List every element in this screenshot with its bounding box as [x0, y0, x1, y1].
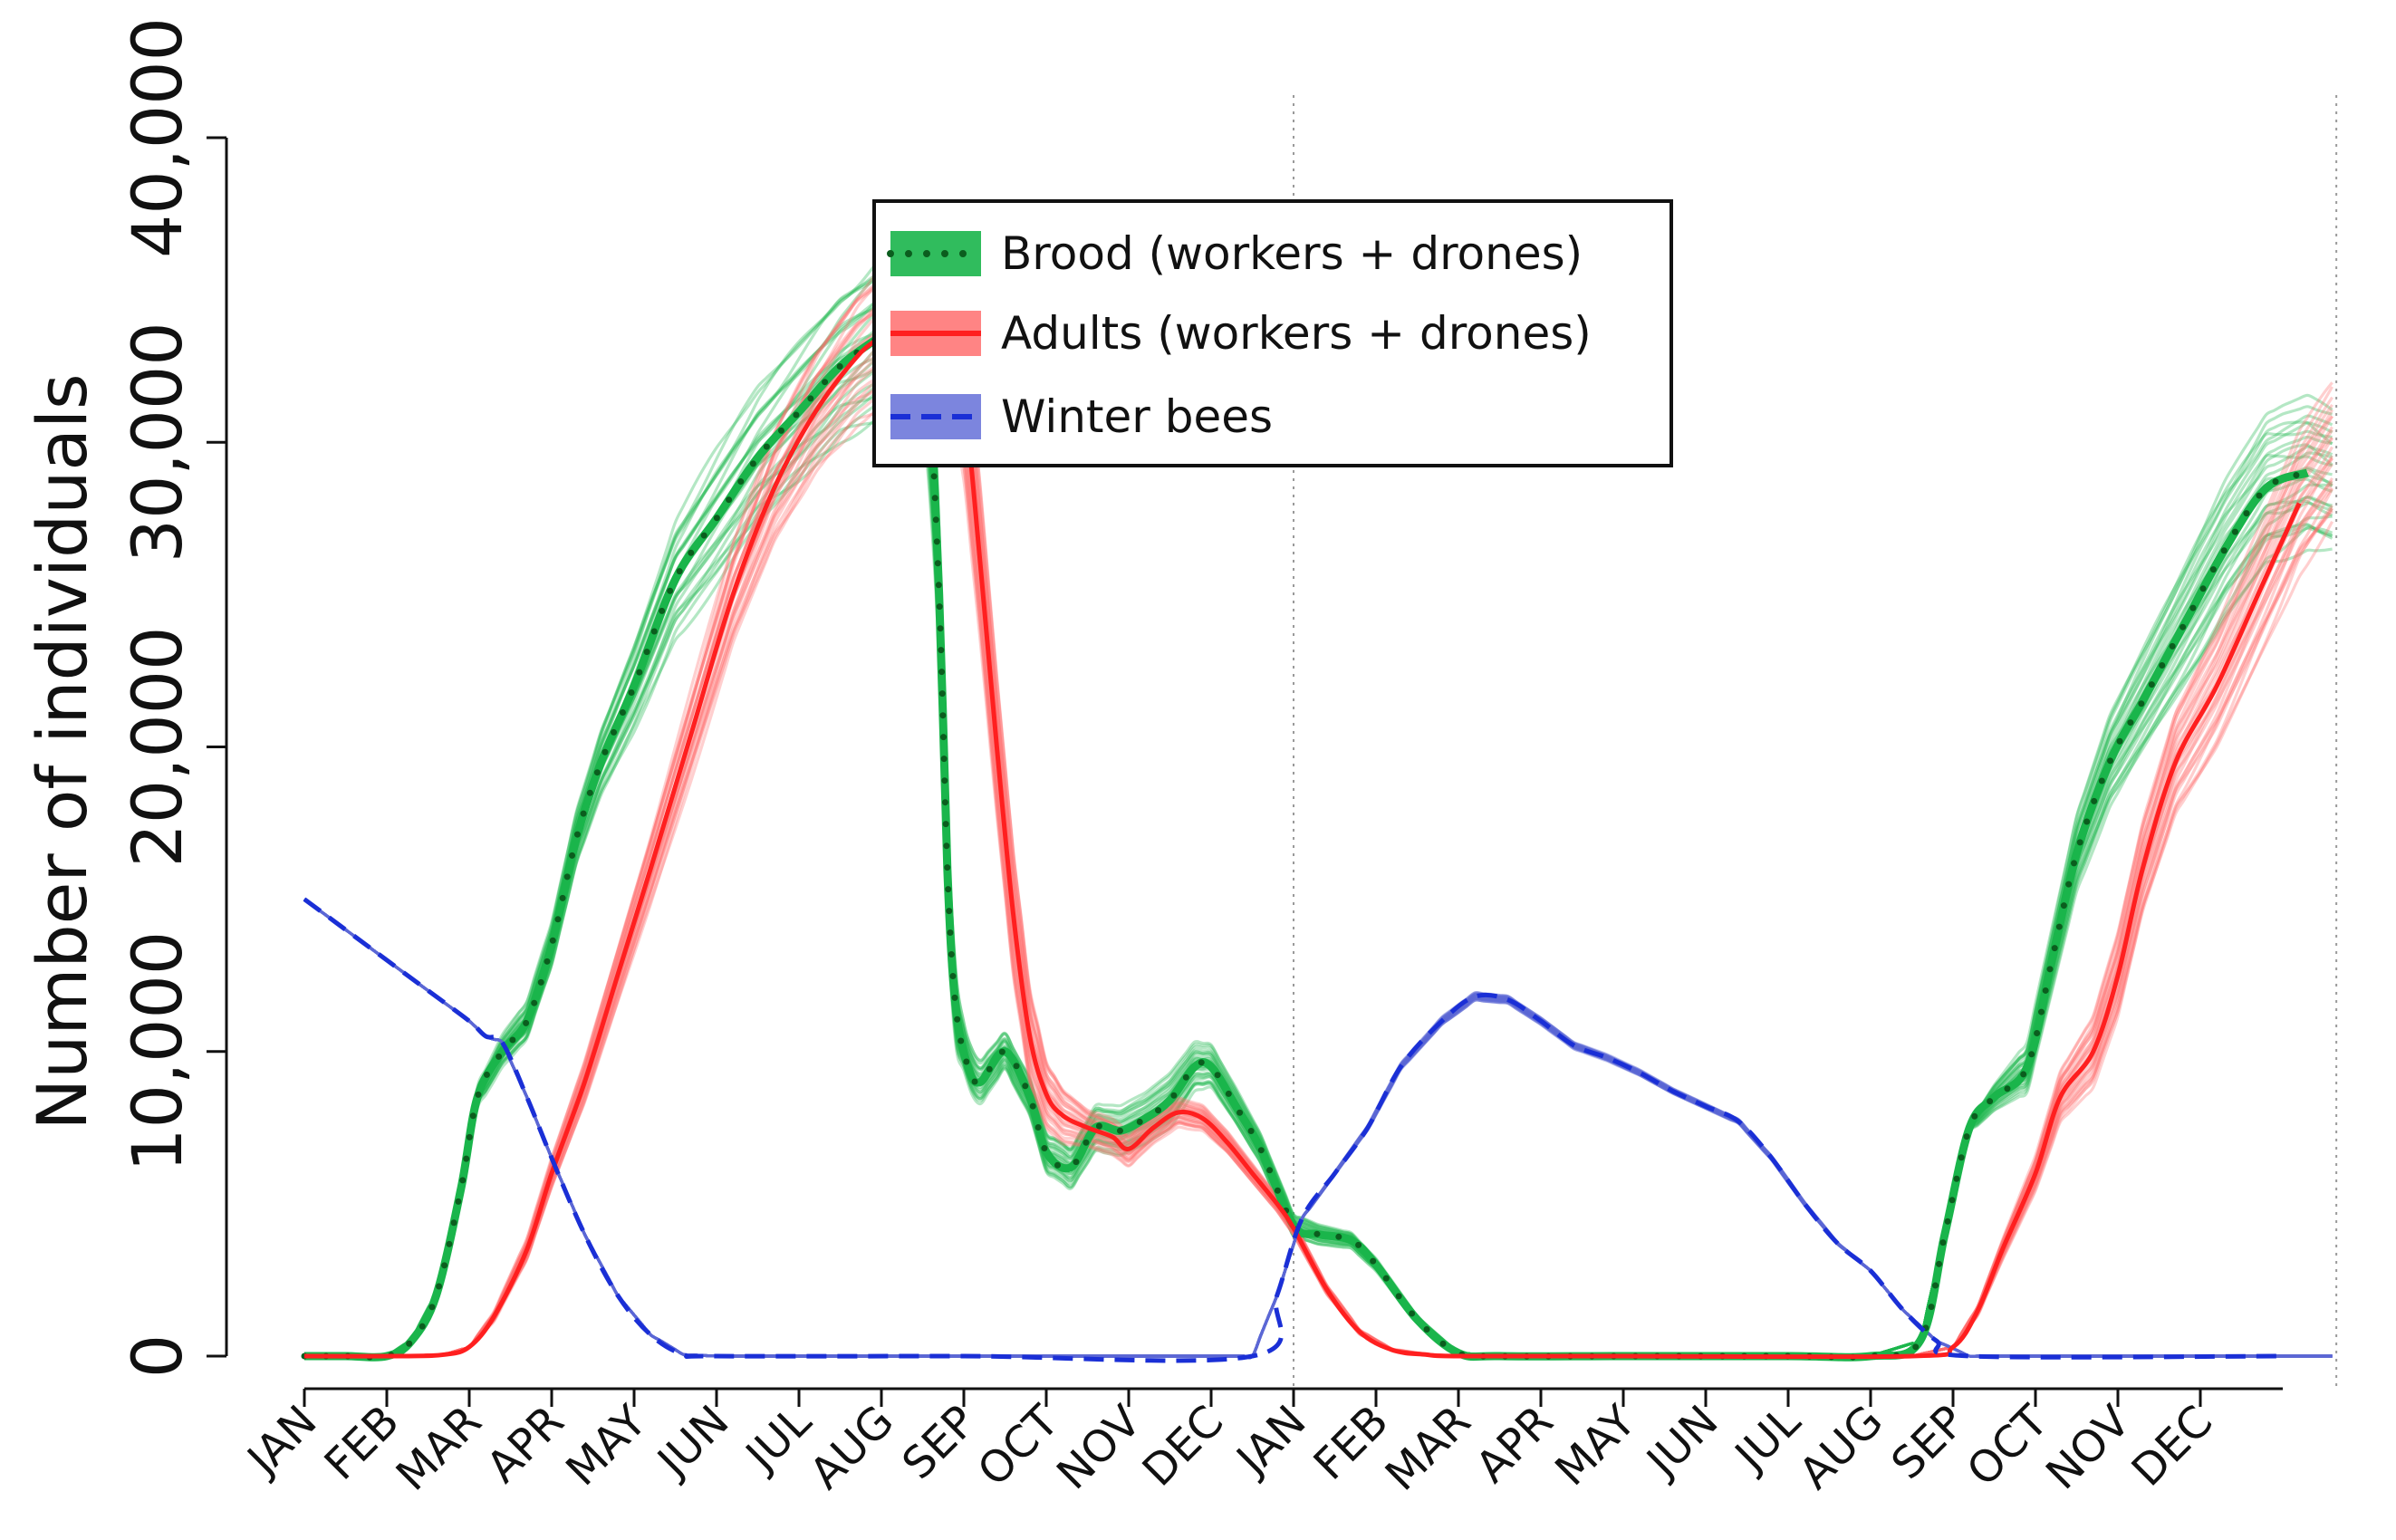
year-boundary-lines: [1293, 95, 2338, 1389]
x-tick-label: APR: [477, 1396, 574, 1493]
adults-replicate-line: [304, 368, 2334, 1358]
x-tick-label: AUG: [801, 1396, 904, 1499]
winter-spread-band: [303, 898, 2333, 1360]
brood-replicate-line: [304, 397, 2333, 1358]
x-tick-label: SEP: [1881, 1396, 1975, 1489]
x-tick-label: DEC: [1133, 1396, 1234, 1497]
x-tick-label: MAR: [1376, 1396, 1481, 1501]
brood-replicate-line: [304, 225, 2333, 1359]
x-tick-label: MAR: [387, 1396, 492, 1501]
winter-replicate-line: [303, 898, 2333, 1360]
winter-replicate-line: [303, 898, 2333, 1360]
winter-replicate-line: [303, 898, 2333, 1360]
brood-replicate-line: [304, 246, 2333, 1359]
x-axis: JANFEBMARAPRMAYJUNJULAUGSEPOCTNOVDECJANF…: [236, 1387, 2283, 1501]
winter-replicate-line: [303, 898, 2333, 1360]
legend-label-winter: Winter bees: [1001, 390, 1273, 443]
legend-entry-adults: Adults (workers + drones): [890, 307, 1592, 360]
winter-replicate-line: [303, 898, 2333, 1360]
winter-replicate-line: [303, 898, 2333, 1360]
brood-replicate-line: [304, 251, 2333, 1359]
adults-replicate-line: [304, 217, 2333, 1358]
winter-replicate-line: [303, 898, 2333, 1360]
winter-replicate-line: [303, 898, 2333, 1360]
x-tick-label: NOV: [1047, 1396, 1150, 1499]
adults-replicate-line: [304, 232, 2333, 1358]
legend-label-adults: Adults (workers + drones): [1001, 307, 1592, 360]
brood-replicate-line: [304, 372, 2333, 1358]
legend-label-brood: Brood (workers + drones): [1001, 227, 1583, 280]
winter-replicate-line: [303, 898, 2333, 1360]
winter-replicate-line: [303, 898, 2333, 1360]
winter-replicate-line: [303, 898, 2333, 1360]
x-tick-label: DEC: [2122, 1396, 2223, 1497]
winter-replicate-line: [303, 898, 2333, 1360]
legend: Brood (workers + drones) Adults (workers…: [872, 199, 1673, 467]
legend-entry-winter: Winter bees: [890, 390, 1273, 443]
winter-replicate-line: [303, 898, 2333, 1360]
x-tick-label: JAN: [1226, 1396, 1316, 1487]
winter-replicate-line: [303, 898, 2333, 1360]
winter-replicate-line: [303, 898, 2333, 1360]
y-tick-label: 40,000: [117, 17, 197, 258]
x-tick-label: JAN: [236, 1396, 327, 1487]
y-tick-label: 20,000: [117, 627, 197, 868]
x-tick-label: NOV: [2036, 1396, 2140, 1499]
legend-swatch-brood: [890, 231, 981, 276]
x-tick-label: APR: [1467, 1396, 1564, 1493]
winter-replicate-line: [303, 898, 2333, 1360]
winter-replicate-line: [303, 898, 2333, 1360]
y-tick-label: 0: [117, 1334, 197, 1378]
winter-replicate-line: [303, 898, 2333, 1360]
winter-replicate-line: [303, 898, 2333, 1360]
x-tick-label: SEP: [892, 1396, 986, 1489]
adults-replicate-line: [304, 359, 2333, 1358]
winter-replicate-line: [303, 898, 2333, 1360]
brood-mean-line: [301, 311, 2311, 1361]
winter-replicate-line: [303, 898, 2333, 1360]
x-tick-label: OCT: [1958, 1395, 2058, 1496]
brood-replicate-line: [304, 384, 2333, 1358]
adults-replicate-line: [304, 238, 2333, 1358]
winter-replicate-line: [303, 898, 2333, 1360]
y-ticks: 0 10,000 20,000 30,000 40,000: [117, 17, 226, 1378]
legend-entry-brood: Brood (workers + drones): [887, 227, 1583, 280]
winter-replicate-line: [303, 898, 2333, 1360]
x-tick-label: JUN: [1636, 1396, 1728, 1488]
x-tick-label: OCT: [968, 1395, 1069, 1496]
adults-replicate-line: [304, 335, 2334, 1358]
series-mean-lines: [301, 287, 2311, 1363]
brood-core-line: [304, 310, 2309, 1362]
y-axis-label: Number of individuals: [22, 373, 102, 1130]
x-tick-label: MAY: [556, 1395, 657, 1496]
winter-replicate-line: [303, 898, 2333, 1360]
x-tick-label: JUN: [647, 1396, 739, 1488]
winter-replicate-line: [303, 898, 2333, 1360]
winter-mean-line: [303, 897, 2284, 1363]
winter-replicate-line: [303, 898, 2333, 1360]
y-tick-label: 10,000: [117, 931, 197, 1172]
adults-replicate-line: [304, 205, 2333, 1358]
x-ticks: JANFEBMARAPRMAYJUNJULAUGSEPOCTNOVDECJANF…: [236, 1389, 2223, 1501]
legend-box: [872, 199, 1673, 467]
y-axis: 0 10,000 20,000 30,000 40,000 Number of indi…: [22, 17, 228, 1378]
x-tick-label: FEB: [1304, 1396, 1399, 1490]
x-tick-label: AUG: [1790, 1396, 1893, 1499]
brood-replicate-line: [304, 255, 2333, 1359]
x-tick-label: FEB: [315, 1396, 409, 1490]
x-tick-label: MAY: [1545, 1395, 1646, 1496]
adults-mean-line: [303, 287, 2302, 1360]
y-tick-label: 30,000: [117, 322, 197, 563]
brood-replicate-line: [304, 257, 2333, 1359]
